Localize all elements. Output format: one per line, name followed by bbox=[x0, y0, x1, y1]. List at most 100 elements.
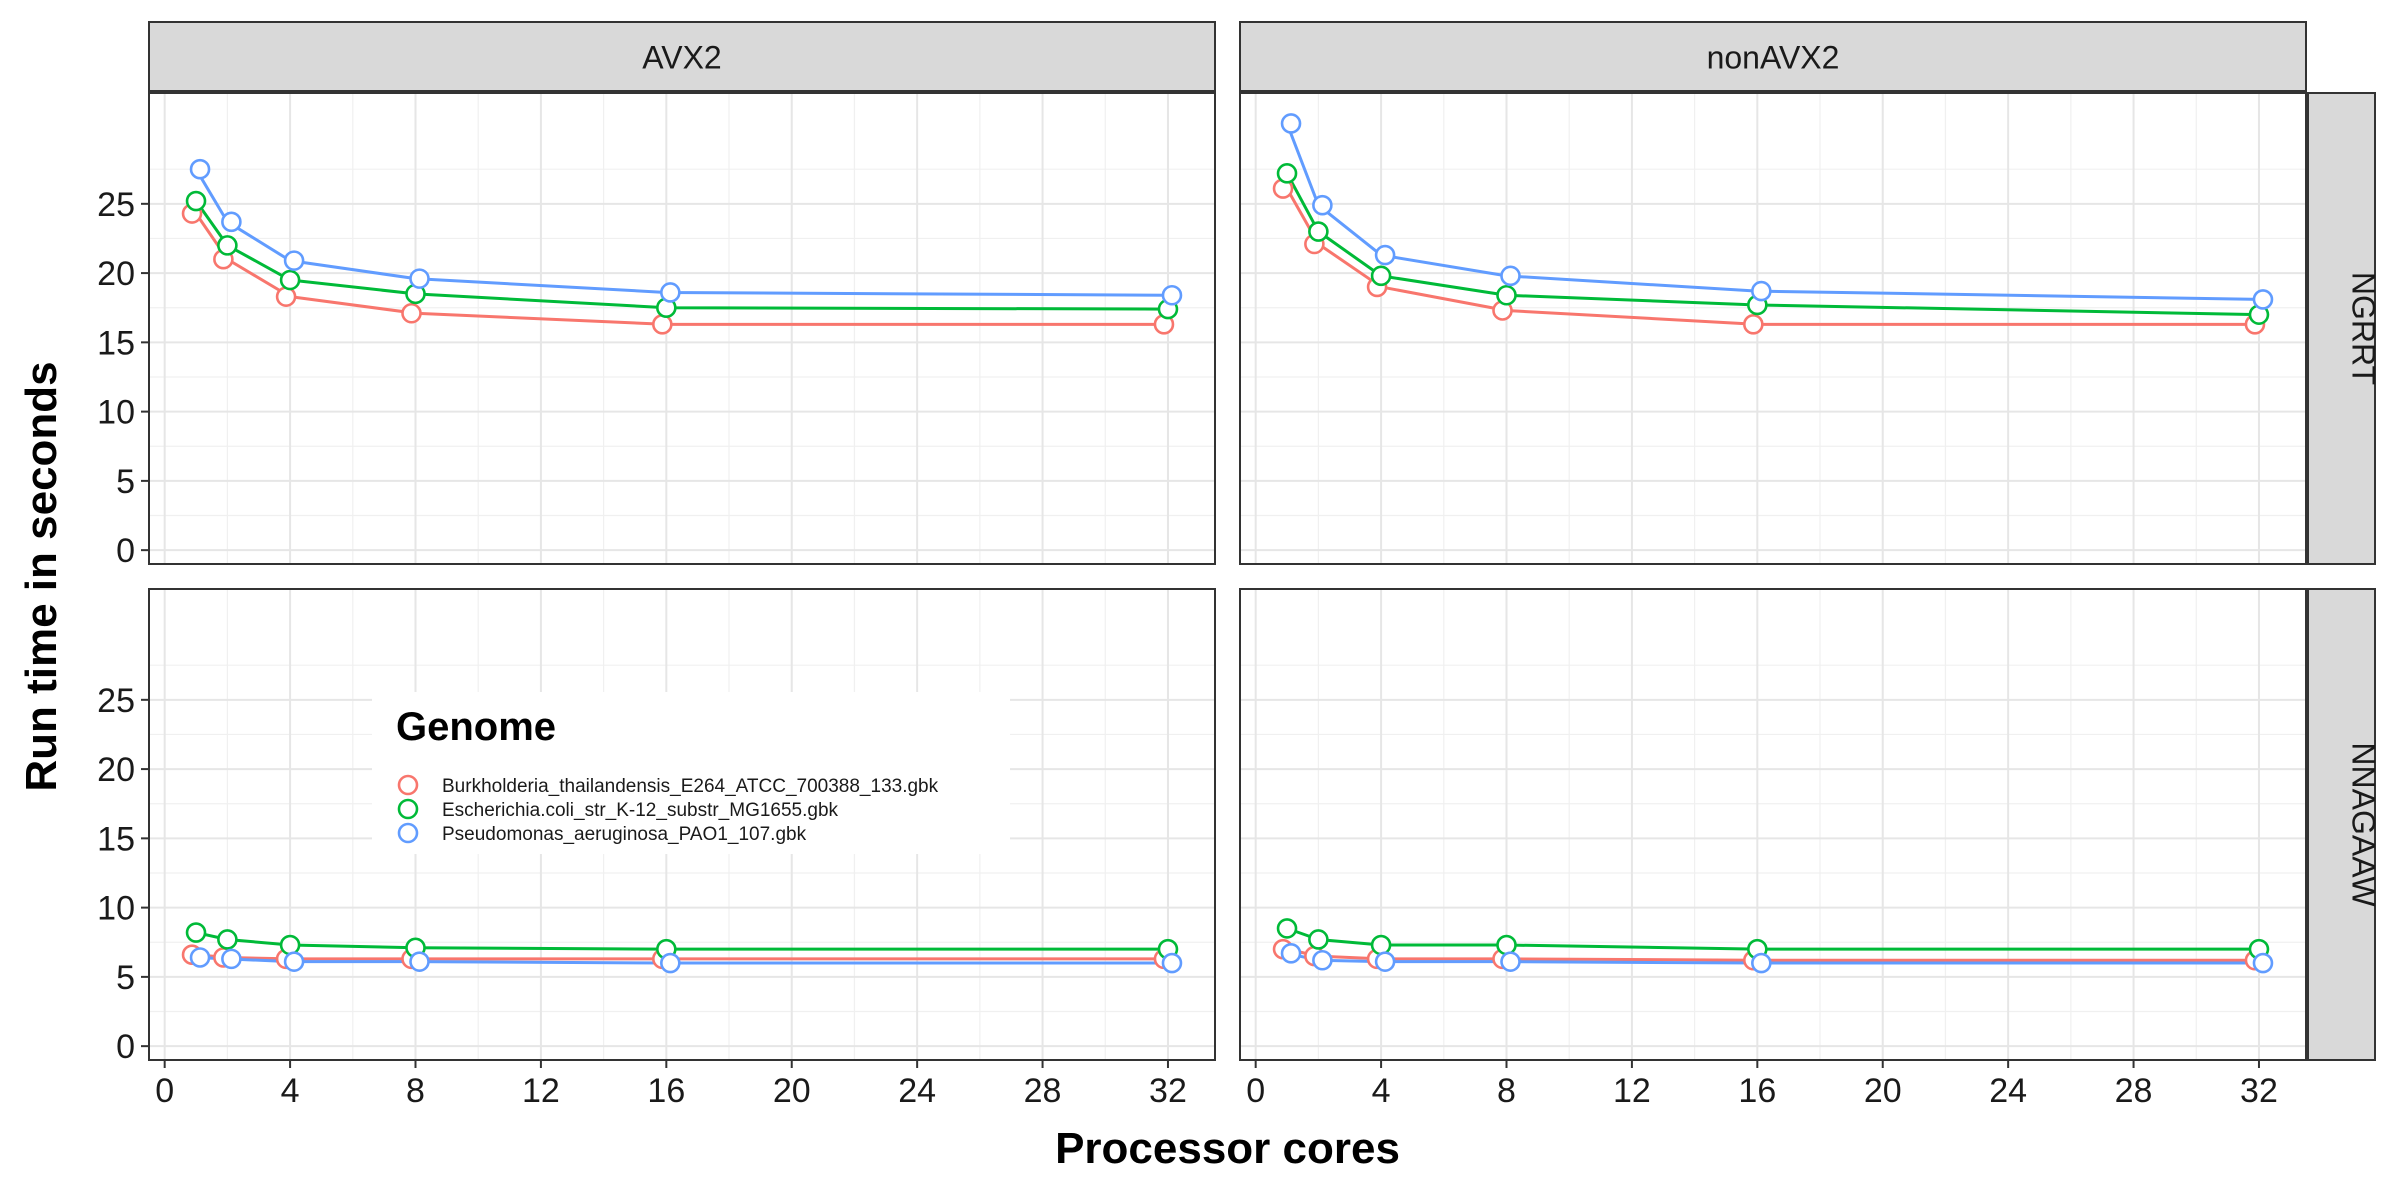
data-point bbox=[652, 314, 673, 335]
strip-background bbox=[1239, 21, 2307, 92]
strip-label: nonAVX2 bbox=[1707, 40, 1840, 76]
series-line-2 bbox=[1285, 172, 2259, 317]
y-tick-label: 0 bbox=[116, 1028, 135, 1066]
legend-label: Burkholderia_thailandensis_E264_ATCC_700… bbox=[442, 776, 939, 797]
data-point bbox=[660, 952, 681, 974]
data-point bbox=[1308, 929, 1329, 950]
axes-layer: AVX2 nonAVX2 NGRRT NNAGAAW 0 5 10 15 20 25 0 5 10 15 2… bbox=[17, 21, 2382, 1173]
data-point bbox=[401, 302, 422, 324]
strip-background bbox=[148, 21, 1216, 92]
data-point bbox=[1312, 194, 1333, 216]
y-tick-label: 20 bbox=[97, 255, 135, 293]
data-point bbox=[1370, 265, 1392, 287]
strip-avx2: AVX2 bbox=[148, 21, 1216, 92]
x-tick-label: 0 bbox=[155, 1072, 174, 1110]
x-tick-label: 32 bbox=[1149, 1072, 1187, 1110]
data-point bbox=[1161, 952, 1183, 974]
data-point bbox=[1496, 934, 1517, 956]
x-tick-label: 4 bbox=[281, 1072, 300, 1110]
data-point bbox=[279, 934, 301, 956]
x-tick-label: 12 bbox=[1613, 1072, 1651, 1110]
data-point bbox=[2252, 289, 2274, 310]
data-point bbox=[1743, 314, 1764, 335]
data-point bbox=[1374, 951, 1396, 972]
data-point bbox=[217, 235, 238, 256]
y-tick-label: 25 bbox=[97, 682, 135, 720]
panel-border bbox=[148, 588, 1216, 1061]
strip-nnagaaw: NNAGAAW bbox=[2307, 588, 2382, 1061]
panels-layer bbox=[148, 92, 2307, 1061]
data-point bbox=[185, 922, 207, 943]
y-tick-label: 5 bbox=[116, 463, 135, 501]
legend-label: Pseudomonas_aeruginosa_PAO1_107.gbk bbox=[442, 824, 807, 845]
series-line-3 bbox=[194, 168, 1168, 297]
data-point bbox=[185, 190, 207, 212]
data-point bbox=[221, 948, 242, 970]
data-point bbox=[409, 951, 430, 972]
x-tick-label: 28 bbox=[1024, 1072, 1062, 1110]
x-tick-label: 8 bbox=[1497, 1072, 1516, 1110]
panel-border bbox=[1239, 92, 2307, 565]
data-point bbox=[217, 929, 238, 950]
strip-background bbox=[2307, 92, 2376, 565]
x-tick-label: 32 bbox=[2240, 1072, 2278, 1110]
data-point bbox=[275, 286, 297, 307]
y-tick-label: 5 bbox=[116, 959, 135, 997]
x-tick-label: 16 bbox=[1738, 1072, 1776, 1110]
strip-label: AVX2 bbox=[642, 40, 721, 76]
x-tick-label: 20 bbox=[1864, 1072, 1902, 1110]
panel-nonavx2-nnagaaw bbox=[1239, 588, 2307, 1061]
x-tick-label: 8 bbox=[406, 1072, 425, 1110]
strip-background bbox=[2307, 588, 2376, 1061]
x-tick-label: 12 bbox=[522, 1072, 560, 1110]
panel-border bbox=[148, 92, 1216, 565]
y-tick-label: 0 bbox=[116, 532, 135, 570]
legend-title: Genome bbox=[396, 705, 556, 749]
legend-key bbox=[397, 774, 419, 796]
y-tick-label: 20 bbox=[97, 751, 135, 789]
legend: Genome Burkholderia_thailandensis_E264_AT… bbox=[372, 692, 1010, 854]
data-point bbox=[1276, 163, 1298, 184]
data-point bbox=[1276, 918, 1298, 939]
x-tick-label: 24 bbox=[1989, 1072, 2027, 1110]
strip-nonavx2: nonAVX2 bbox=[1239, 21, 2307, 92]
strip-ngrrt: NGRRT bbox=[2307, 92, 2382, 565]
x-tick-label: 24 bbox=[898, 1072, 936, 1110]
legend-label: Escherichia.coli_str_K-12_substr_MG1655.… bbox=[442, 800, 839, 821]
y-tick-label: 10 bbox=[97, 890, 135, 928]
series-line-3 bbox=[1285, 122, 2259, 301]
data-point bbox=[1496, 284, 1517, 306]
data-point bbox=[1370, 934, 1392, 956]
x-tick-label: 4 bbox=[1372, 1072, 1391, 1110]
data-point bbox=[1280, 113, 1302, 134]
strip-label: NGRRT bbox=[2346, 272, 2382, 385]
data-point bbox=[283, 951, 305, 972]
data-point bbox=[279, 269, 301, 291]
y-axis-title: Run time in seconds bbox=[17, 361, 66, 791]
strip-label: NNAGAAW bbox=[2346, 742, 2382, 907]
data-point bbox=[1751, 280, 1772, 302]
data-point bbox=[1308, 221, 1329, 242]
legend-item-3: Pseudomonas_aeruginosa_PAO1_107.gbk bbox=[397, 822, 807, 845]
x-tick-label: 28 bbox=[2115, 1072, 2153, 1110]
legend-item-1: Burkholderia_thailandensis_E264_ATCC_700… bbox=[397, 774, 939, 797]
panel-border bbox=[1239, 588, 2307, 1061]
legend-background bbox=[372, 692, 1010, 854]
data-point bbox=[221, 211, 242, 233]
legend-key bbox=[397, 822, 419, 844]
x-tick-label: 20 bbox=[773, 1072, 811, 1110]
x-tick-label: 16 bbox=[647, 1072, 685, 1110]
data-point bbox=[1751, 952, 1772, 974]
legend-item-2: Escherichia.coli_str_K-12_substr_MG1655.… bbox=[397, 798, 839, 821]
data-point bbox=[660, 282, 681, 303]
panel-nonavx2-ngrrt bbox=[1239, 92, 2307, 565]
data-point bbox=[189, 158, 211, 180]
y-tick-label: 15 bbox=[97, 820, 135, 858]
data-point bbox=[1500, 951, 1521, 972]
legend-key bbox=[397, 798, 419, 820]
data-point bbox=[1280, 943, 1302, 964]
x-axis-title: Processor cores bbox=[1055, 1124, 1400, 1173]
data-point bbox=[283, 250, 305, 271]
data-point bbox=[1161, 284, 1183, 306]
